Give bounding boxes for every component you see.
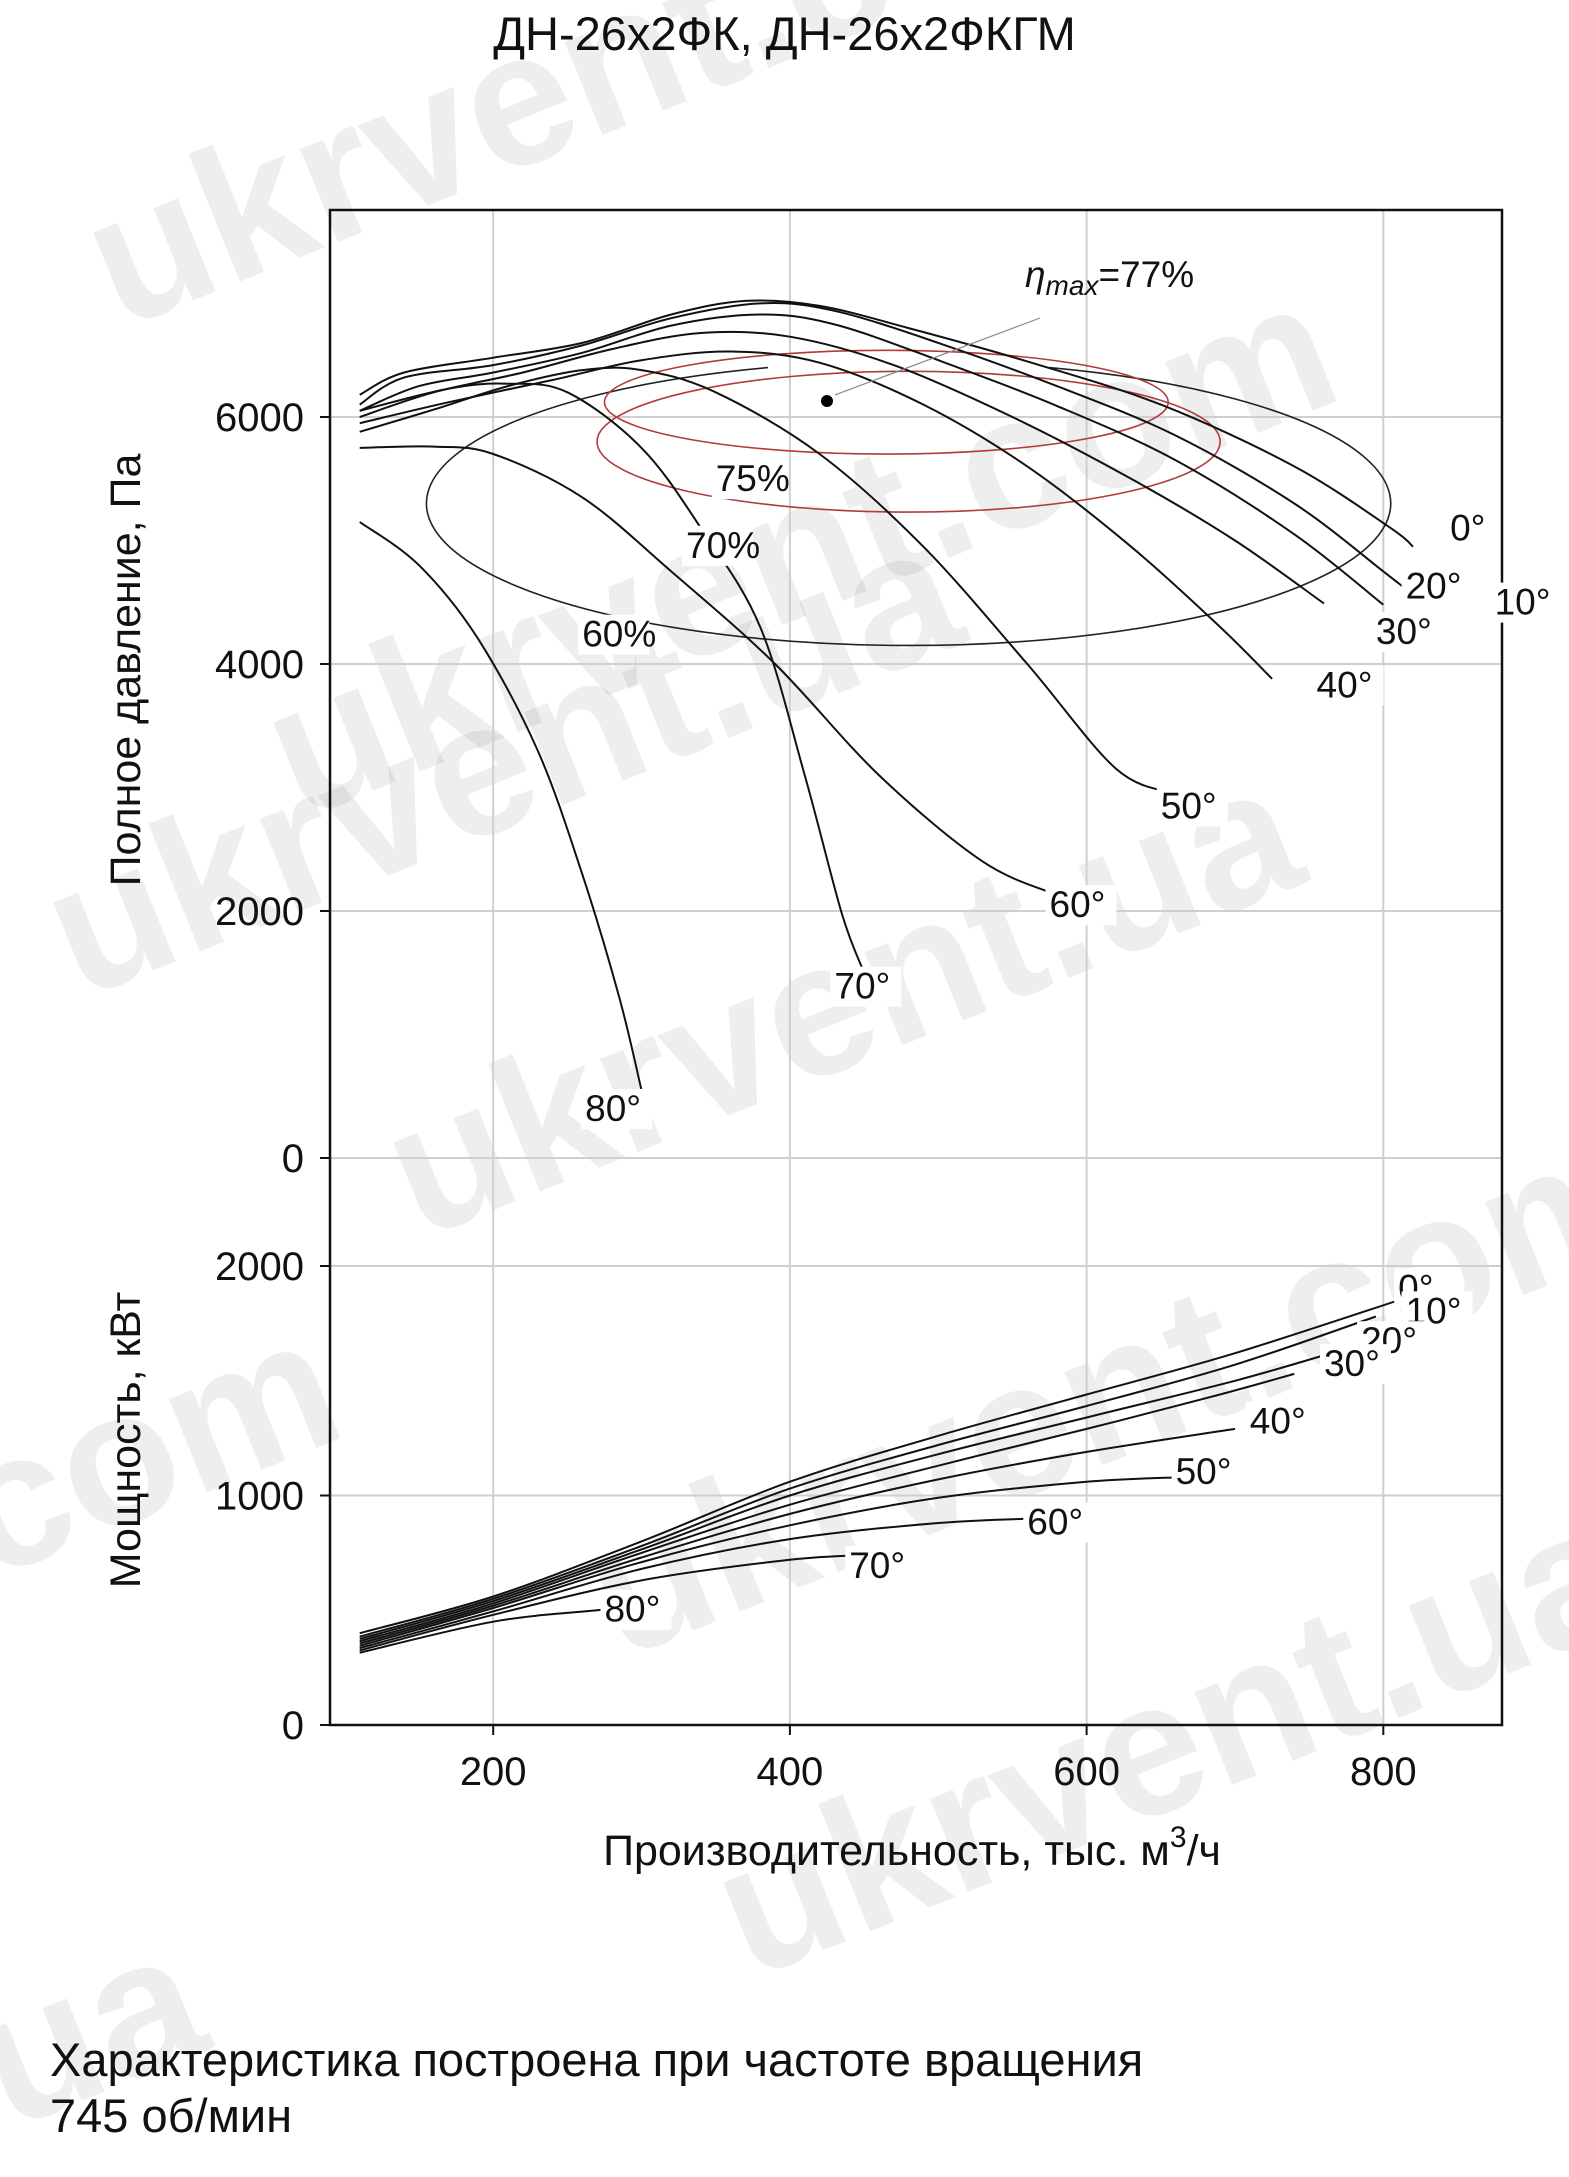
pressure-curve-2: [359, 302, 1414, 596]
pressure-curve-4: [359, 330, 1325, 605]
grid-lines: [330, 210, 1502, 1726]
label-backdrop: [682, 525, 754, 566]
eta-max-label: ηmax=77%: [1025, 254, 1194, 301]
pressure-curves: [359, 299, 1414, 1091]
power-tick-label: 0: [282, 1704, 304, 1748]
pressure-tick-label: 6000: [215, 396, 304, 440]
power-curve-1: [359, 1299, 1399, 1635]
pressure-curve-3: [359, 313, 1384, 606]
power-curve-7: [359, 1517, 1035, 1650]
power-curve-label-6: 50°: [1176, 1451, 1232, 1492]
label-backdrop: [1245, 1401, 1317, 1442]
efficiency-contour-1: [425, 366, 1392, 647]
x-tick-label: 800: [1350, 1750, 1417, 1794]
power-curve-label-5: 40°: [1250, 1401, 1306, 1442]
power-curve-8: [359, 1554, 865, 1652]
label-backdrop: [1156, 786, 1228, 827]
pressure-tick-label: 4000: [215, 643, 304, 687]
x-tick-label: 200: [460, 1750, 527, 1794]
power-curve-label-7: 60°: [1027, 1502, 1083, 1543]
label-backdrop: [1371, 612, 1443, 653]
pressure-curve-label-2: 10°: [1495, 582, 1551, 623]
eta-max-leader: [834, 317, 1041, 396]
pressure-curve-8: [359, 382, 866, 974]
pressure-curve-6: [359, 366, 1176, 795]
watermark-text: .com: [0, 1275, 367, 1638]
footnote-line-1: Характеристика построена при частоте вра…: [50, 2033, 1144, 2086]
pressure-curve-label-5: 40°: [1317, 664, 1373, 705]
label-backdrop: [1045, 885, 1117, 926]
pressure-curve-9: [359, 521, 643, 1091]
pressure-curve-label-3: 20°: [1406, 566, 1462, 607]
pressure-tick-label: 0: [282, 1137, 304, 1181]
axis-labels: Полное давление, Па Мощность, кВт Производ…: [102, 454, 1221, 1875]
power-curve-5: [359, 1427, 1236, 1645]
label-backdrop: [1319, 1344, 1391, 1385]
pressure-curve-label-9: 80°: [585, 1088, 641, 1129]
axis-ticks: 0 2000 4000 6000 0 1000 2000 200 400 600 800: [215, 396, 1417, 1794]
label-backdrop: [711, 459, 783, 500]
label-backdrop: [578, 614, 650, 655]
eta-max-annotation: ηmax=77%: [820, 254, 1194, 407]
label-backdrop: [581, 1088, 653, 1129]
x-tick-label: 400: [757, 1750, 824, 1794]
label-backdrop: [1401, 566, 1473, 607]
footnote-line-2: 745 об/мин: [50, 2089, 293, 2142]
x-axis-label: Производительность, тыс. м3/ч: [603, 1821, 1221, 1875]
eta-max-point: [820, 394, 833, 407]
pressure-curve-label-7: 60°: [1050, 884, 1106, 925]
pressure-curve-label-6: 50°: [1161, 785, 1217, 826]
label-backdrop: [1312, 665, 1384, 706]
efficiency-label-2: 70%: [686, 525, 760, 566]
power-tick-label: 2000: [215, 1245, 304, 1289]
page-title: ДН-26х2ФК, ДН-26х2ФКГМ: [493, 7, 1076, 60]
curve-labels: 0°10°20°30°40°50°60°70°80°60%70%75%0°10°…: [578, 458, 1562, 1630]
power-tick-label: 1000: [215, 1475, 304, 1519]
power-curves: [359, 1299, 1399, 1654]
power-curve-6: [359, 1476, 1184, 1647]
label-backdrop: [1171, 1452, 1243, 1493]
power-curve-label-8: 70°: [849, 1545, 905, 1586]
pressure-axis-label: Полное давление, Па: [102, 454, 150, 887]
watermark-text: ukrvent.com: [56, 0, 1183, 368]
power-curve-3: [359, 1349, 1340, 1640]
power-curve-2: [359, 1315, 1377, 1638]
pressure-curve-5: [359, 350, 1273, 680]
power-curve-label-9: 80°: [604, 1589, 660, 1630]
efficiency-contour-3: [603, 349, 1170, 455]
plot-frame: [328, 208, 1504, 1727]
x-tick-label: 600: [1053, 1750, 1120, 1794]
pressure-curve-label-1: 0°: [1450, 508, 1485, 549]
label-backdrop: [830, 966, 902, 1007]
label-backdrop: [600, 1589, 672, 1630]
label-backdrop: [1023, 1502, 1095, 1543]
efficiency-label-1: 60%: [582, 614, 656, 655]
power-axis-label: Мощность, кВт: [102, 1292, 150, 1589]
efficiency-label-3: 75%: [716, 458, 790, 499]
footnote: Характеристика построена при частоте вра…: [50, 2032, 1143, 2144]
power-curve-4: [359, 1372, 1295, 1643]
pressure-tick-label: 2000: [215, 890, 304, 934]
pressure-curve-7: [359, 445, 1058, 896]
label-backdrop: [1490, 582, 1562, 623]
power-curve-label-4: 30°: [1324, 1343, 1380, 1384]
label-backdrop: [1446, 508, 1497, 549]
pressure-curve-label-8: 70°: [834, 966, 890, 1007]
pressure-curve-1: [359, 299, 1414, 548]
pressure-curve-label-4: 30°: [1376, 611, 1432, 652]
label-backdrop: [845, 1546, 917, 1587]
